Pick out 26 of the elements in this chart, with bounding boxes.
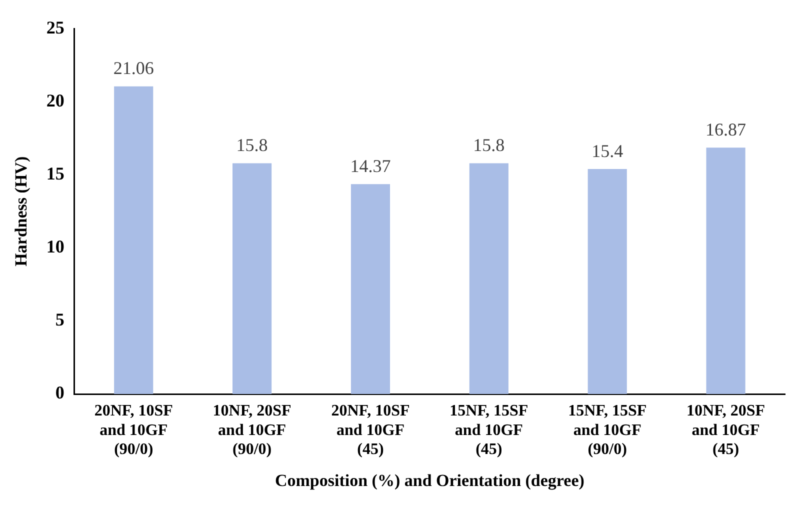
data-label: 15.4 [592, 140, 624, 161]
y-tick-label: 25 [46, 17, 64, 38]
bar [350, 184, 390, 394]
data-label: 15.8 [473, 134, 505, 155]
x-tick-label: 10NF, 20SF and 10GF (90/0) [212, 402, 292, 458]
bar [706, 148, 746, 394]
bar [469, 163, 508, 394]
x-tick-label: 15NF, 15SF and 10GF (90/0) [568, 402, 647, 458]
data-label: 21.06 [113, 58, 154, 78]
data-label: 15.8 [236, 134, 268, 155]
bar [588, 169, 627, 394]
y-tick-label: 0 [55, 382, 64, 403]
bar [232, 163, 272, 394]
y-tick-label: 15 [46, 164, 64, 184]
data-label: 14.37 [350, 156, 391, 176]
y-tick-label: 5 [55, 310, 64, 330]
x-tick-label: 15NF, 15SF and 10GF (45) [450, 402, 528, 458]
x-axis-title: Composition (%) and Orientation (degree) [274, 471, 584, 490]
y-tick-label: 10 [46, 236, 64, 257]
x-tick-label: 20NF, 10SF and 10GF (45) [331, 402, 410, 458]
y-axis-title: Hardness (HV) [12, 156, 31, 266]
y-tick-label: 20 [46, 90, 64, 110]
x-tick-label: 10NF, 20SF and 10GF (45) [686, 402, 766, 458]
bar [114, 86, 154, 394]
x-tick-label: 20NF, 10SF and 10GF (90/0) [94, 402, 174, 458]
data-label: 16.87 [706, 119, 746, 140]
